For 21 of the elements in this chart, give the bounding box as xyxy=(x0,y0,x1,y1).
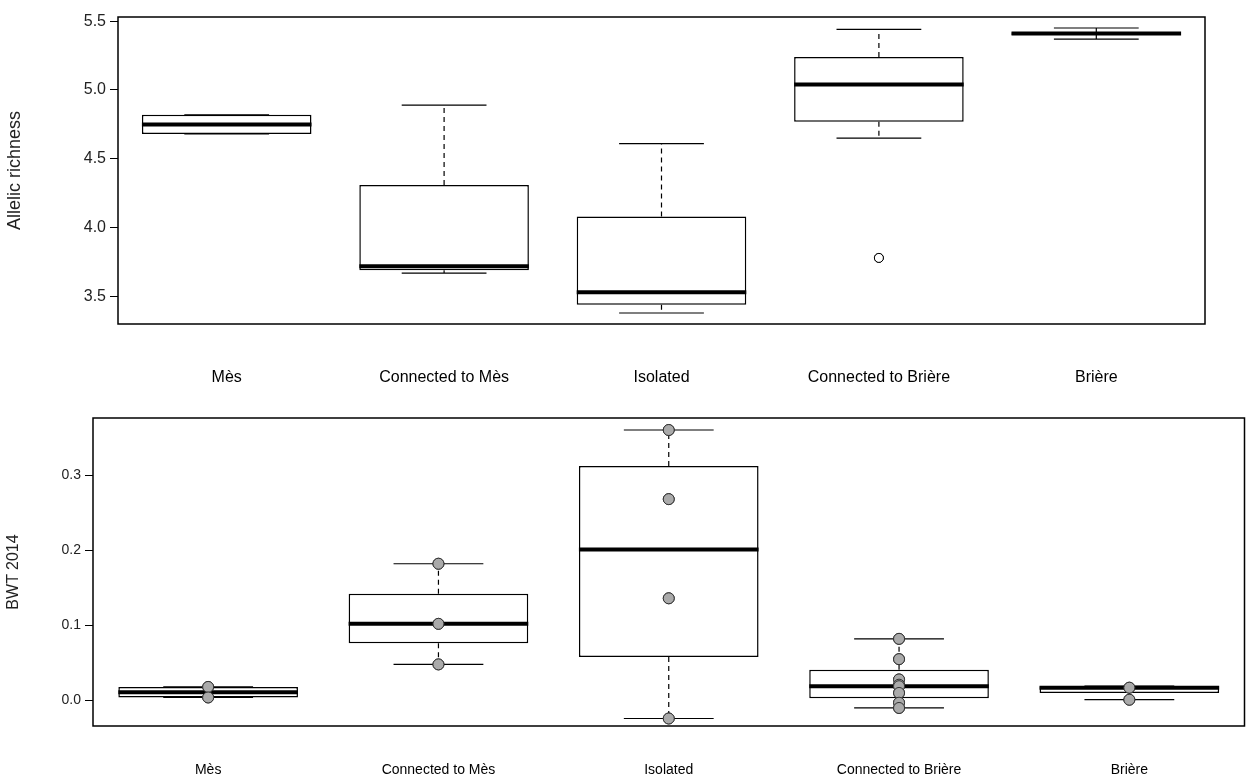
y-tick-label: 3.5 xyxy=(83,286,107,304)
x-tick-label: Connected to Brière xyxy=(836,761,962,778)
x-tick-label: Connected to Mès xyxy=(381,761,496,778)
x-tick-label: Brière xyxy=(1110,761,1149,778)
y-tick-label: 0.3 xyxy=(61,465,82,482)
x-tick-label: Connected to Mès xyxy=(379,368,510,386)
y-tick-label: 5.5 xyxy=(83,11,107,29)
x-tick-label: Mès xyxy=(194,761,222,778)
x-tick-label: Brière xyxy=(1074,368,1118,386)
x-tick-label: Isolated xyxy=(633,368,690,386)
y-tick-label: 0.1 xyxy=(61,616,82,633)
x-tick-label: Connected to Brière xyxy=(807,368,951,386)
y-tick-label: 0.0 xyxy=(61,691,82,708)
y-axis-title: Allelic richness xyxy=(3,110,24,231)
x-tick-label: Isolated xyxy=(644,761,694,778)
y-tick-label: 0.2 xyxy=(61,541,82,558)
y-tick-label: 5.0 xyxy=(83,80,107,98)
x-tick-label: Mès xyxy=(211,368,242,386)
y-tick-label: 4.5 xyxy=(83,149,107,167)
y-tick-label: 4.0 xyxy=(83,218,107,236)
y-axis-title: BWT 2014 xyxy=(4,534,22,610)
